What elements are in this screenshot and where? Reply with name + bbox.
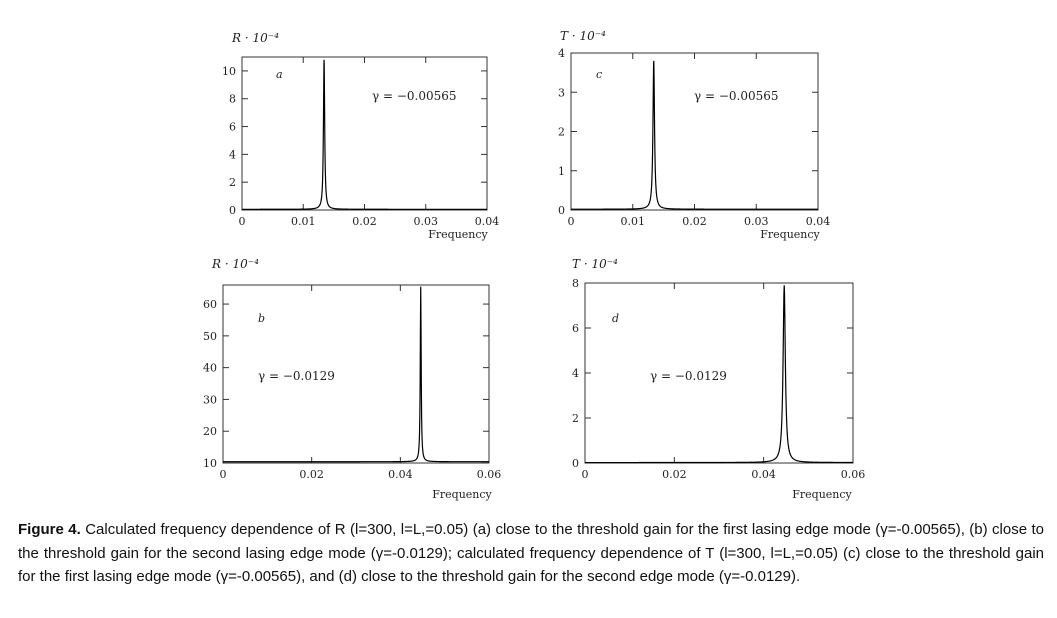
x-tick-label: 0.06: [841, 468, 866, 481]
x-tick-label: 0: [568, 215, 575, 228]
y-axis-label: T · 10⁻⁴: [560, 29, 606, 43]
y-tick-label: 0: [558, 204, 565, 217]
x-tick-label: 0: [239, 215, 246, 228]
x-tick-label: 0.04: [806, 215, 831, 228]
figure-caption: Figure 4. Calculated frequency dependenc…: [18, 518, 1044, 589]
y-tick-label: 4: [229, 148, 236, 161]
x-tick-label: 0.03: [744, 215, 769, 228]
panel-label: c: [596, 68, 602, 81]
gamma-annotation: γ = −0.0129: [258, 369, 335, 383]
figure-panels: 0 0.01 0.02 0.03 0.04 0 2 4 6 8 10 R · 10⁻⁴ Frequenc…: [203, 29, 865, 501]
panel-label: d: [612, 312, 619, 325]
x-tick-label: 0.04: [475, 215, 500, 228]
x-tick-label: 0.06: [477, 468, 502, 481]
y-tick-label: 0: [572, 457, 579, 470]
y-tick-label: 1: [558, 165, 565, 178]
plot-frame: [222, 284, 490, 464]
y-tick-label: 2: [558, 126, 565, 139]
y-tick-label: 6: [572, 322, 579, 335]
y-tick-label: 4: [558, 47, 565, 60]
x-axis-label: Frequency: [760, 228, 820, 241]
y-axis-label: R · 10⁻⁴: [231, 31, 279, 45]
y-tick-label: 10: [203, 457, 217, 470]
series-line: [571, 60, 818, 210]
chart-panel-a: 0 0.01 0.02 0.03 0.04 0 2 4 6 8 10 R · 10⁻⁴ Frequenc…: [222, 31, 499, 241]
x-tick-label: 0: [582, 468, 589, 481]
y-tick-label: 20: [203, 425, 217, 438]
x-tick-label: 0.02: [352, 215, 377, 228]
y-tick-label: 6: [229, 121, 236, 134]
x-tick-label: 0: [220, 468, 227, 481]
gamma-annotation: γ = −0.0129: [650, 369, 727, 383]
y-tick-label: 40: [203, 362, 217, 375]
x-tick-label: 0.02: [682, 215, 707, 228]
x-tick-label: 0.04: [751, 468, 776, 481]
x-tick-label: 0.03: [414, 215, 439, 228]
x-axis-label: Frequency: [428, 228, 488, 241]
x-tick-label: 0.04: [388, 468, 413, 481]
y-tick-label: 3: [558, 86, 565, 99]
series-line: [585, 285, 853, 464]
chart-panel-d: 0 0.02 0.04 0.06 0 2 4 6 8 T · 10⁻⁴ Frequency d γ = …: [572, 257, 865, 501]
y-tick-label: 0: [229, 204, 236, 217]
series-line: [223, 286, 489, 463]
y-tick-label: 60: [203, 298, 217, 311]
x-tick-label: 0.02: [299, 468, 324, 481]
y-tick-label: 2: [229, 176, 236, 189]
y-axis-label: R · 10⁻⁴: [211, 257, 259, 271]
figure-caption-text: Calculated frequency dependence of R (l=…: [18, 521, 1045, 585]
chart-panel-b: 0 0.02 0.04 0.06 10 20 30 40 50 60 R · 10⁻⁴ Frequen…: [203, 257, 501, 501]
gamma-annotation: γ = −0.00565: [694, 89, 779, 103]
y-tick-label: 8: [572, 277, 579, 290]
plot-frame: [570, 52, 819, 211]
x-tick-label: 0.01: [291, 215, 316, 228]
y-tick-label: 50: [203, 330, 217, 343]
figure-caption-label: Figure 4.: [18, 521, 81, 538]
panel-label: b: [258, 312, 265, 325]
y-tick-label: 30: [203, 393, 217, 406]
y-tick-label: 4: [572, 367, 579, 380]
gamma-annotation: γ = −0.00565: [372, 89, 457, 103]
y-tick-label: 8: [229, 93, 236, 106]
x-axis-label: Frequency: [432, 488, 492, 501]
chart-panel-c: 0 0.01 0.02 0.03 0.04 0 1 2 3 4 T · 10⁻⁴ Frequency c…: [558, 29, 830, 241]
y-tick-label: 10: [222, 65, 236, 78]
series-line: [242, 59, 487, 210]
panel-label: a: [276, 68, 283, 81]
x-tick-label: 0.01: [621, 215, 646, 228]
y-axis-label: T · 10⁻⁴: [572, 257, 618, 271]
y-tick-label: 2: [572, 412, 579, 425]
x-tick-label: 0.02: [662, 468, 687, 481]
x-axis-label: Frequency: [792, 488, 852, 501]
